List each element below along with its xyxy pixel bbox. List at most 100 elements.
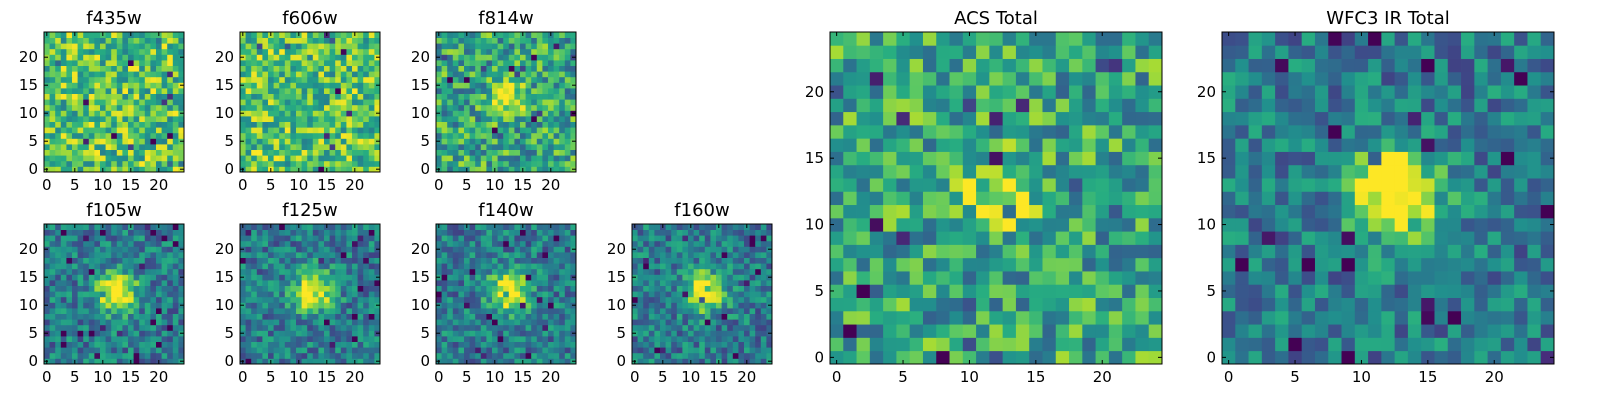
- pixel: [352, 285, 358, 292]
- pixel: [883, 244, 897, 259]
- pixel: [531, 104, 538, 111]
- pixel: [464, 138, 470, 145]
- pixel: [660, 347, 666, 354]
- pixel: [352, 116, 358, 122]
- pixel: [1069, 217, 1083, 232]
- pixel: [357, 116, 364, 122]
- pixel: [643, 352, 650, 359]
- pixel: [301, 132, 308, 139]
- pixel: [178, 93, 185, 100]
- pixel: [329, 155, 336, 162]
- pixel: [335, 149, 342, 156]
- pixel: [307, 32, 314, 38]
- pixel: [536, 296, 543, 303]
- pixel: [1122, 204, 1136, 219]
- pixel: [716, 330, 722, 337]
- pixel: [732, 336, 739, 342]
- pixel: [760, 336, 767, 342]
- pixel: [256, 296, 263, 303]
- pixel: [475, 308, 482, 314]
- pixel: [352, 88, 358, 94]
- pixel: [1135, 284, 1150, 298]
- pixel: [94, 138, 101, 145]
- pixel: [883, 178, 897, 192]
- pixel: [514, 308, 521, 314]
- pixel: [688, 347, 694, 354]
- pixel: [458, 65, 465, 72]
- pixel: [508, 32, 515, 38]
- y-tick-label: 0: [224, 352, 234, 370]
- pixel: [1042, 164, 1057, 179]
- pixel: [156, 319, 162, 326]
- pixel: [167, 37, 174, 44]
- pixel: [60, 37, 67, 44]
- pixel: [44, 132, 50, 139]
- pixel: [256, 324, 263, 331]
- pixel: [710, 308, 717, 314]
- pixel: [654, 352, 661, 359]
- pixel: [553, 138, 560, 145]
- pixel: [766, 240, 773, 247]
- pixel: [525, 37, 532, 44]
- pixel: [105, 99, 112, 106]
- pixel: [105, 285, 112, 292]
- pixel: [665, 341, 672, 348]
- pixel: [335, 37, 342, 44]
- pixel: [520, 160, 526, 167]
- pixel: [66, 296, 73, 303]
- y-tick-label: 15: [19, 268, 38, 286]
- pixel: [716, 240, 722, 247]
- x-tick-label: 15: [121, 176, 140, 194]
- pixel: [464, 280, 470, 286]
- pixel: [363, 324, 370, 331]
- pixel: [374, 263, 381, 270]
- pixel: [710, 257, 717, 264]
- pixel: [279, 116, 286, 122]
- pixel: [469, 54, 476, 61]
- pixel: [643, 308, 650, 314]
- pixel: [520, 240, 526, 247]
- pixel: [346, 144, 353, 150]
- pixel: [548, 268, 554, 275]
- pixel: [654, 229, 661, 236]
- pixel: [251, 308, 258, 314]
- pixel: [632, 285, 638, 292]
- pixel: [464, 229, 470, 236]
- pixel: [962, 191, 977, 206]
- pixel: [559, 104, 566, 111]
- pixel: [324, 308, 330, 314]
- pixel: [94, 116, 101, 122]
- pixel: [290, 116, 297, 122]
- pixel: [116, 149, 123, 156]
- pixel: [105, 60, 112, 66]
- pixel: [133, 352, 140, 359]
- pixel: [497, 308, 504, 314]
- pixel: [447, 313, 454, 320]
- pixel: [150, 313, 157, 320]
- pixel: [88, 285, 95, 292]
- pixel: [268, 121, 274, 128]
- pixel: [632, 313, 638, 320]
- pixel: [77, 71, 84, 78]
- pixel: [94, 88, 101, 94]
- pixel: [755, 347, 762, 354]
- pixel: [273, 48, 280, 55]
- pixel: [335, 48, 342, 55]
- pixel: [452, 121, 459, 128]
- pixel: [111, 302, 118, 309]
- pixel: [671, 274, 678, 281]
- pixel: [548, 99, 554, 106]
- pixel: [116, 252, 123, 258]
- pixel: [721, 263, 728, 270]
- pixel: [766, 263, 773, 270]
- pixel: [94, 296, 101, 303]
- pixel: [688, 302, 694, 309]
- pixel: [492, 48, 498, 55]
- pixel: [883, 350, 897, 365]
- pixel: [856, 231, 871, 245]
- pixel: [570, 37, 577, 44]
- pixel: [167, 246, 174, 253]
- pixel: [44, 155, 50, 162]
- pixel: [128, 313, 134, 320]
- pixel: [161, 132, 168, 139]
